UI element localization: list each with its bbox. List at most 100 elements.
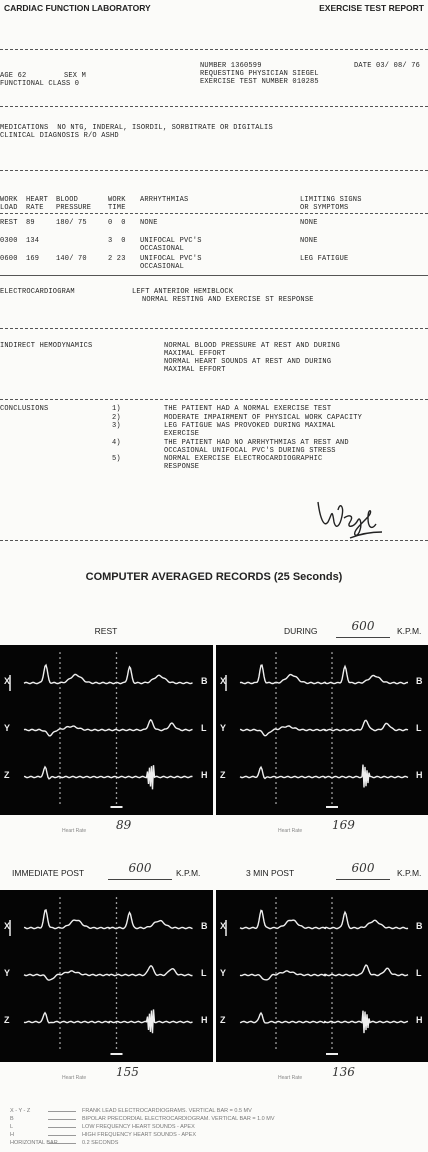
marker-dot: [116, 1017, 118, 1019]
marker-dot: [275, 967, 277, 969]
column-header: LIMITING SIGNS: [300, 196, 362, 204]
marker-dot: [59, 1027, 61, 1029]
marker-dot: [59, 967, 61, 969]
marker-dot: [116, 1047, 118, 1049]
marker-dot: [116, 937, 118, 939]
marker-dot: [116, 902, 118, 904]
marker-dot: [331, 922, 333, 924]
test-number: EXERCISE TEST NUMBER 010285: [200, 78, 319, 86]
records-title: COMPUTER AVERAGED RECORDS (25 Seconds): [86, 573, 343, 581]
ecg-trace: [240, 1013, 326, 1023]
marker-dot: [331, 757, 333, 759]
marker-dot: [331, 692, 333, 694]
legend-text: HIGH FREQUENCY HEART SOUNDS - APEX: [82, 1131, 196, 1139]
column-header: WORK: [0, 196, 18, 204]
marker-dot: [331, 1027, 333, 1029]
table-cell: 2 23: [108, 255, 126, 263]
marker-dot: [275, 1042, 277, 1044]
legend-key: B: [10, 1115, 14, 1123]
lead-label: L: [416, 724, 422, 732]
lead-label: H: [201, 771, 208, 779]
separator: [0, 213, 428, 214]
column-header: PRESSURE: [56, 204, 91, 212]
table-cell: 89: [26, 219, 35, 227]
marker-dot: [116, 917, 118, 919]
marker-dot: [331, 732, 333, 734]
marker-dot: [59, 722, 61, 724]
marker-dot: [275, 937, 277, 939]
marker-dot: [275, 1017, 277, 1019]
marker-dot: [331, 962, 333, 964]
marker-dot: [116, 987, 118, 989]
right-trace: [324, 765, 408, 788]
marker-dot: [331, 712, 333, 714]
marker-dot: [275, 797, 277, 799]
lead-label: B: [201, 677, 208, 685]
table-cell: 3 0: [108, 237, 126, 245]
ecg-trace: [240, 665, 326, 684]
marker-dot: [275, 902, 277, 904]
marker-dot: [116, 1022, 118, 1024]
marker-dot: [116, 662, 118, 664]
hemodynamics-finding: NORMAL HEART SOUNDS AT REST AND DURING: [164, 358, 331, 366]
marker-dot: [275, 932, 277, 934]
table-cell: LEG FATIGUE: [300, 255, 348, 263]
marker-dot: [116, 677, 118, 679]
blank-line: [336, 637, 390, 638]
ecg-trace: [240, 971, 326, 980]
marker-dot: [275, 942, 277, 944]
marker-dot: [331, 777, 333, 779]
heart-rate-value: 155: [116, 1068, 139, 1076]
marker-dot: [331, 927, 333, 929]
marker-dot: [275, 727, 277, 729]
marker-dot: [331, 717, 333, 719]
marker-dot: [116, 787, 118, 789]
marker-dot: [275, 737, 277, 739]
marker-dot: [59, 977, 61, 979]
marker-dot: [331, 702, 333, 704]
marker-dot: [275, 947, 277, 949]
blank-line: [336, 879, 390, 880]
marker-dot: [275, 987, 277, 989]
marker-dot: [116, 692, 118, 694]
right-trace: [324, 912, 408, 928]
marker-dot: [116, 732, 118, 734]
legend-dash: [48, 1111, 76, 1112]
marker-dot: [116, 672, 118, 674]
marker-dot: [59, 687, 61, 689]
section-label: ELECTROCARDIOGRAM: [0, 288, 75, 296]
column-header: ARRHYTHMIAS: [140, 196, 188, 204]
marker-dot: [331, 912, 333, 914]
marker-dot: [116, 702, 118, 704]
ecg-trace: [24, 971, 110, 980]
marker-dot: [275, 722, 277, 724]
marker-dot: [59, 897, 61, 899]
marker-dot: [116, 657, 118, 659]
waveforms: [216, 890, 428, 1062]
marker-dot: [331, 902, 333, 904]
ecg-finding: NORMAL RESTING AND EXERCISE ST RESPONSE: [142, 296, 314, 304]
marker-dot: [59, 777, 61, 779]
marker-dot: [116, 782, 118, 784]
marker-dot: [116, 957, 118, 959]
marker-dot: [116, 897, 118, 899]
marker-dot: [59, 657, 61, 659]
marker-dot: [331, 667, 333, 669]
marker-dot: [59, 992, 61, 994]
marker-dot: [331, 722, 333, 724]
marker-dot: [116, 1007, 118, 1009]
marker-dot: [116, 797, 118, 799]
marker-dot: [116, 972, 118, 974]
marker-dot: [275, 747, 277, 749]
marker-dot: [331, 697, 333, 699]
ecg-trace: [24, 665, 110, 684]
table-cell: NONE: [300, 237, 318, 245]
conclusion-number: 5): [112, 455, 121, 463]
right-trace: [109, 1009, 193, 1033]
table-cell: 180/ 75: [56, 219, 87, 227]
lead-label: H: [416, 771, 423, 779]
legend-text: BIPOLAR PRECORDIAL ELECTROCARDIOGRAM. VE…: [82, 1115, 275, 1123]
right-trace: [324, 666, 408, 683]
marker-dot: [331, 977, 333, 979]
marker-dot: [116, 942, 118, 944]
